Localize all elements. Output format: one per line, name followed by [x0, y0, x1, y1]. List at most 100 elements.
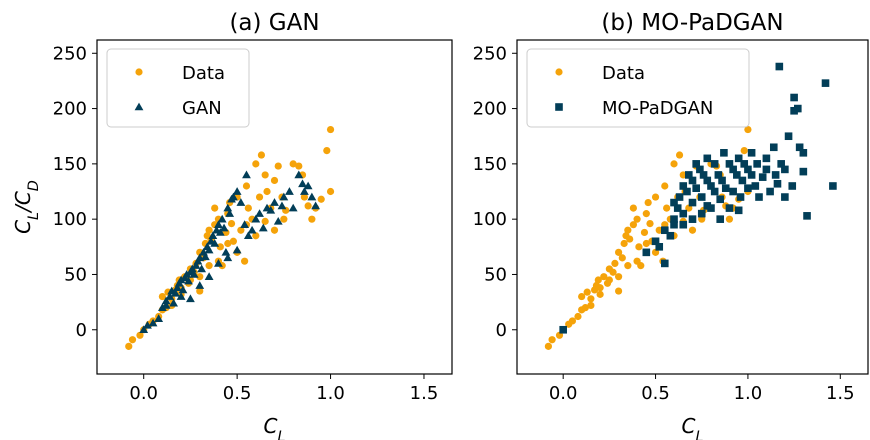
y-tick-label: 250 — [473, 43, 507, 64]
data-point — [136, 331, 144, 339]
data-point — [788, 182, 797, 190]
x-tick-label: 1.0 — [316, 383, 345, 404]
data-point — [165, 292, 175, 300]
legend-marker — [555, 68, 563, 76]
data-point — [661, 182, 669, 190]
plot-frame — [96, 39, 453, 375]
data-point — [317, 195, 325, 203]
data-point — [548, 336, 556, 344]
legend: Data GAN — [106, 48, 250, 128]
data-point — [738, 176, 747, 185]
data-point — [273, 216, 283, 225]
data-point — [744, 165, 752, 174]
data-point — [618, 254, 626, 262]
data-point — [161, 296, 171, 305]
data-point — [821, 79, 830, 87]
data-point — [285, 187, 294, 195]
data-point — [781, 165, 789, 174]
data-point — [587, 295, 595, 303]
data-point — [744, 125, 752, 134]
data-point — [734, 154, 743, 163]
data-point — [799, 167, 808, 176]
legend-label: MO-PaDGAN — [602, 98, 713, 119]
data-point — [299, 187, 309, 195]
data-point — [161, 301, 171, 309]
x-tick-label: 1.0 — [734, 383, 763, 404]
series-data — [125, 125, 335, 350]
data-point — [629, 221, 637, 229]
series-gan — [139, 170, 321, 334]
data-point — [736, 193, 745, 201]
data-point — [729, 187, 737, 196]
data-point — [216, 243, 224, 251]
data-point — [679, 182, 688, 190]
data-point — [660, 259, 669, 268]
data-point — [214, 259, 223, 267]
x-tick-label: 1.5 — [410, 383, 439, 404]
data-point — [692, 160, 700, 168]
data-point — [697, 193, 706, 201]
data-point — [196, 287, 204, 295]
data-point — [252, 160, 260, 168]
data-point — [725, 215, 734, 223]
data-point — [679, 220, 688, 229]
data-point — [675, 193, 684, 201]
data-point — [803, 212, 811, 220]
data-point — [587, 301, 595, 310]
legend-marker — [134, 102, 144, 111]
data-point — [688, 198, 697, 207]
data-point — [251, 214, 261, 223]
data-point — [594, 276, 602, 284]
data-point — [679, 209, 688, 218]
data-point — [651, 193, 660, 201]
data-point — [323, 146, 331, 155]
data-point — [729, 165, 737, 174]
data-point — [673, 204, 682, 212]
data-point — [716, 215, 725, 223]
data-point — [769, 143, 778, 152]
data-point — [620, 239, 628, 248]
data-point — [615, 273, 623, 281]
data-point — [609, 268, 617, 276]
data-point — [755, 193, 763, 201]
data-point — [232, 245, 242, 254]
data-point — [232, 187, 242, 195]
data-point — [581, 304, 589, 312]
data-point — [240, 220, 250, 228]
data-point — [692, 184, 700, 192]
y-tick-label: 50 — [64, 264, 87, 285]
data-point — [718, 176, 726, 185]
data-point — [196, 273, 204, 281]
data-point — [128, 336, 137, 344]
legend: Data MO-PaDGAN — [526, 48, 750, 128]
data-point — [217, 214, 227, 223]
data-point — [308, 215, 316, 223]
y-tick-label: 150 — [53, 154, 87, 175]
data-point — [747, 149, 756, 157]
data-point — [176, 275, 186, 284]
data-point — [211, 204, 219, 212]
data-point — [670, 215, 678, 223]
data-point — [629, 204, 637, 212]
y-tick-label: 100 — [53, 209, 87, 230]
data-point — [762, 154, 771, 163]
data-point — [596, 290, 604, 298]
series-mo-padgan — [559, 62, 837, 334]
data-point — [242, 170, 251, 179]
y-tick-label: 150 — [473, 154, 507, 175]
data-point — [559, 325, 567, 334]
data-point — [261, 217, 269, 225]
data-point — [295, 162, 303, 170]
chart-title: (b) MO-PaDGAN — [601, 10, 783, 36]
legend-marker — [135, 68, 143, 76]
data-point — [670, 220, 678, 229]
data-point — [646, 219, 654, 228]
data-point — [258, 223, 268, 232]
data-point — [205, 226, 213, 234]
x-tick-label: 0.0 — [549, 383, 578, 404]
data-point — [148, 318, 158, 327]
data-point — [182, 270, 192, 278]
data-point — [710, 160, 719, 168]
data-point — [721, 184, 730, 192]
data-point — [740, 146, 748, 155]
